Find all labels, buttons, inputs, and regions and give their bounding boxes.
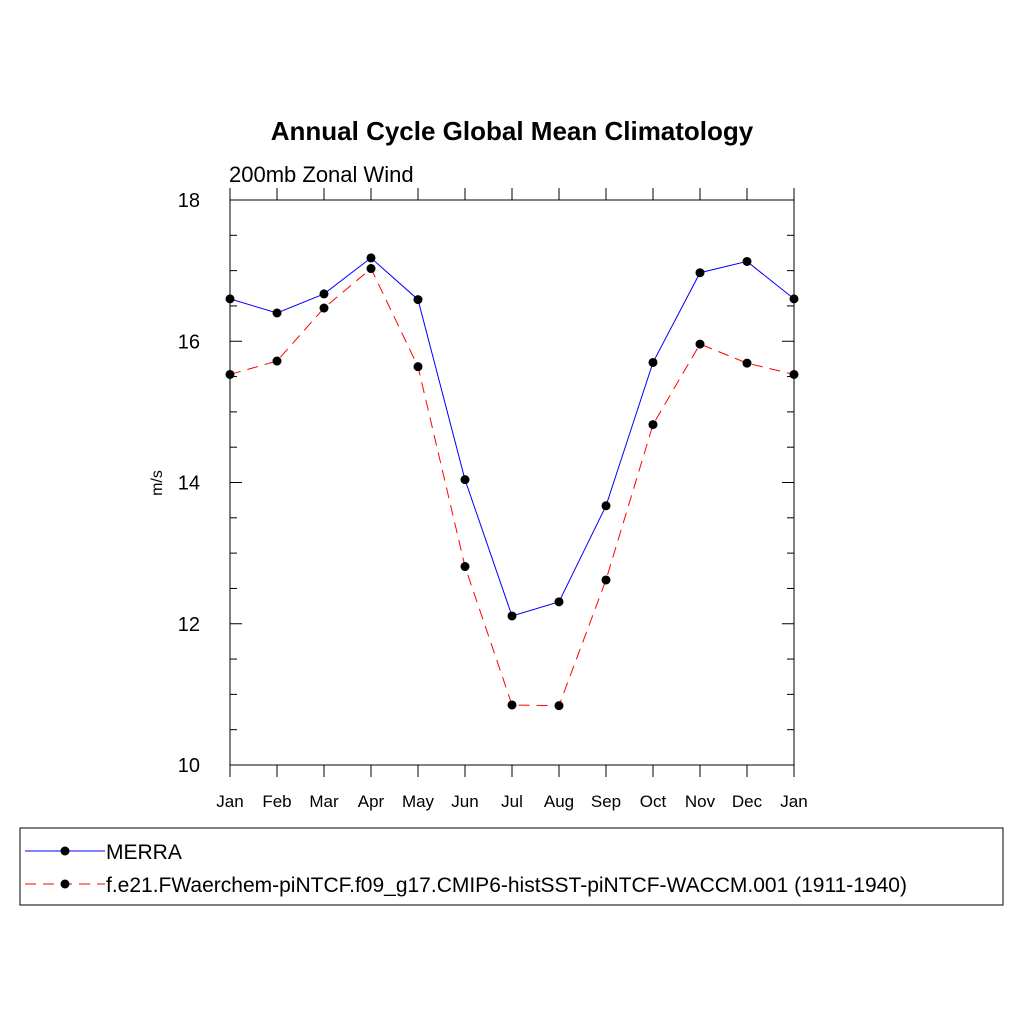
data-point-series-1 (413, 362, 423, 372)
legend: MERRA f.e21.FWaerchem-piNTCF.f09_g17.CMI… (19, 827, 1004, 906)
x-tick-label: Jun (451, 792, 478, 811)
x-tick-label: Mar (309, 792, 339, 811)
data-point-series-0 (554, 597, 564, 607)
data-point-series-1 (648, 420, 658, 430)
chart-subtitle: 200mb Zonal Wind (229, 162, 414, 187)
data-point-series-0 (507, 611, 517, 621)
x-tick-label: Dec (732, 792, 763, 811)
data-point-series-0 (460, 475, 470, 485)
data-point-series-1 (366, 264, 376, 274)
x-tick-label: Sep (591, 792, 621, 811)
series-line-0 (229, 257, 795, 617)
legend-box (19, 827, 1004, 906)
data-point-series-0 (695, 268, 705, 278)
data-point-series-0 (601, 501, 611, 511)
x-tick-label: Oct (640, 792, 667, 811)
y-axis-label: m/s (149, 470, 166, 496)
x-tick-label: Feb (262, 792, 291, 811)
y-tick-label: 10 (178, 755, 200, 777)
data-point-series-1 (507, 700, 517, 710)
data-point-series-1 (742, 358, 752, 368)
x-tick-label: Aug (544, 792, 574, 811)
x-tick-label: Nov (685, 792, 716, 811)
data-point-series-0 (742, 256, 752, 266)
plot-frame (229, 199, 795, 766)
legend-label-model: f.e21.FWaerchem-piNTCF.f09_g17.CMIP6-his… (106, 874, 907, 897)
data-point-series-0 (272, 308, 282, 318)
x-tick-label: Jan (780, 792, 807, 811)
x-tick-label: Jul (501, 792, 523, 811)
legend-marker-model (60, 879, 70, 889)
y-tick-label: 12 (178, 614, 200, 636)
data-point-series-1 (695, 339, 705, 349)
series-lines (229, 257, 795, 707)
x-tick-labels: Jan Feb Mar Apr May Jun Jul Aug Sep Oct Nov Dec Jan (216, 792, 807, 811)
x-tick-label: Apr (358, 792, 385, 811)
series-line-1 (229, 267, 795, 707)
x-tick-label: May (402, 792, 435, 811)
data-point-series-0 (413, 295, 423, 305)
chart-title: Annual Cycle Global Mean Climatology (271, 116, 754, 146)
y-tick-label: 14 (178, 473, 200, 495)
data-point-series-0 (366, 253, 376, 263)
x-tick-label: Jan (216, 792, 243, 811)
legend-label-merra: MERRA (106, 841, 182, 864)
y-tick-label: 18 (178, 190, 200, 212)
data-point-series-1 (319, 303, 329, 313)
axis-ticks (229, 188, 795, 777)
data-point-series-1 (460, 562, 470, 572)
y-tick-labels: 10 12 14 16 18 (178, 190, 200, 777)
data-point-series-1 (554, 701, 564, 711)
data-point-series-1 (601, 575, 611, 585)
data-point-series-0 (319, 289, 329, 299)
data-point-series-0 (648, 357, 658, 367)
y-tick-label: 16 (178, 331, 200, 353)
legend-marker-merra (60, 846, 70, 856)
data-point-series-1 (272, 356, 282, 366)
